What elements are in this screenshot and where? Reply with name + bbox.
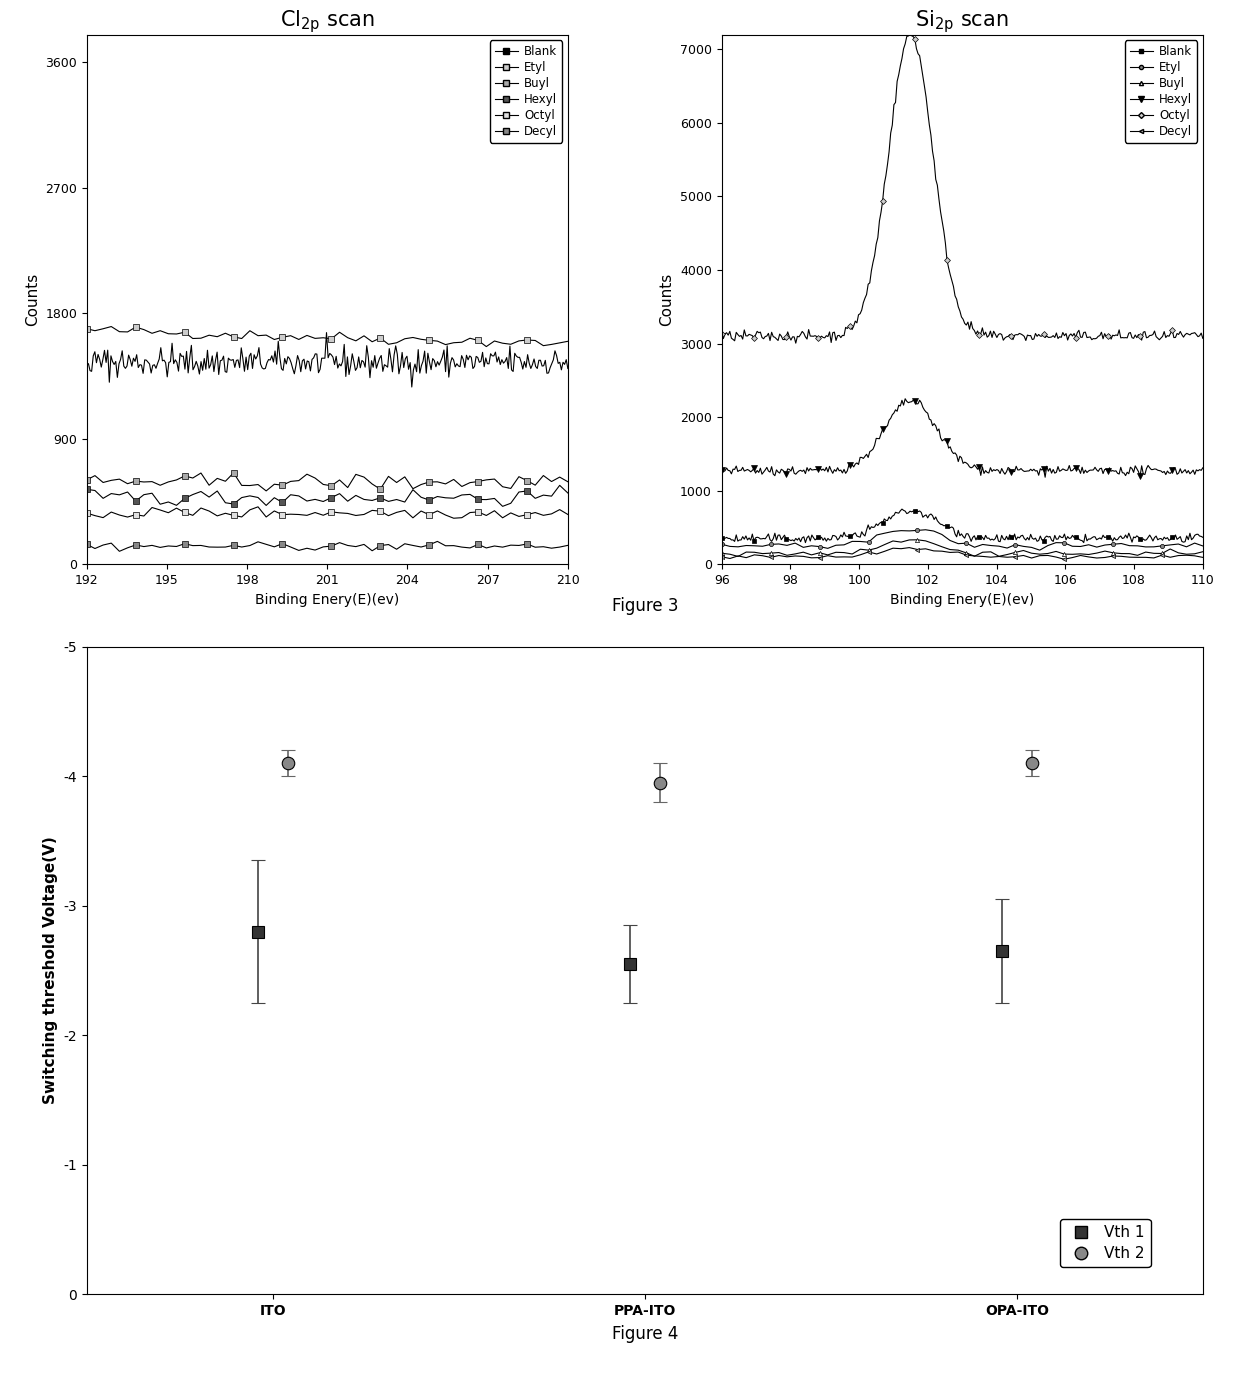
X-axis label: Binding Enery(E)(ev): Binding Enery(E)(ev) — [890, 592, 1034, 607]
Legend: Vth 1, Vth 2: Vth 1, Vth 2 — [1060, 1218, 1151, 1267]
Legend: Blank, Etyl, Buyl, Hexyl, Octyl, Decyl: Blank, Etyl, Buyl, Hexyl, Octyl, Decyl — [490, 40, 562, 142]
Text: Figure 3: Figure 3 — [611, 596, 678, 614]
Legend: Blank, Etyl, Buyl, Hexyl, Octyl, Decyl: Blank, Etyl, Buyl, Hexyl, Octyl, Decyl — [1125, 40, 1197, 142]
Title: $\mathrm{Si_{2p}}$ scan: $\mathrm{Si_{2p}}$ scan — [915, 8, 1009, 35]
Title: $\mathrm{Cl_{2p}}$ scan: $\mathrm{Cl_{2p}}$ scan — [280, 8, 374, 35]
X-axis label: Binding Enery(E)(ev): Binding Enery(E)(ev) — [255, 592, 399, 607]
Y-axis label: Counts: Counts — [25, 272, 40, 326]
Y-axis label: Switching threshold Voltage(V): Switching threshold Voltage(V) — [42, 837, 58, 1105]
Y-axis label: Counts: Counts — [660, 272, 675, 326]
Text: Figure 4: Figure 4 — [611, 1325, 678, 1343]
